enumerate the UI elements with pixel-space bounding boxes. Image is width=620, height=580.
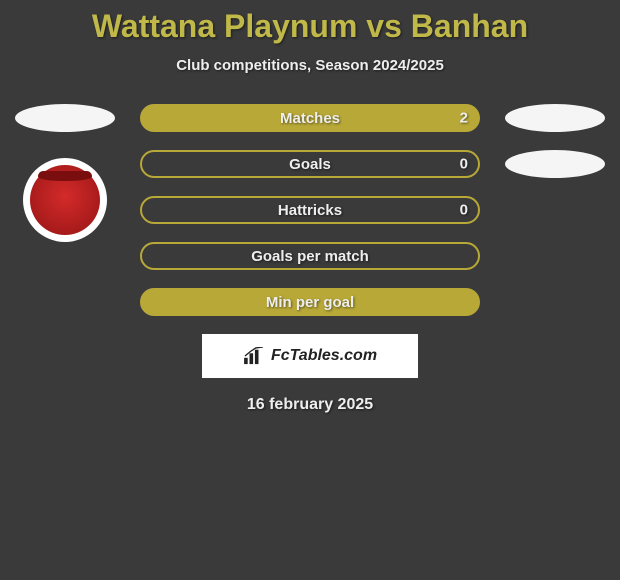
stat-value-right: 0 [460,202,468,219]
stat-row-matches: Matches 2 [140,104,480,132]
left-column [10,104,120,242]
player-photo-placeholder-left [15,104,115,132]
player-photo-placeholder-right-2 [505,150,605,178]
page-title: Wattana Playnum vs Banhan [0,0,620,45]
stat-row-hattricks: Hattricks 0 [140,196,480,224]
stat-label: Goals per match [251,248,369,265]
date-label: 16 february 2025 [0,396,620,414]
club-badge-left [23,158,107,242]
club-badge-inner-left [30,165,100,235]
bar-chart-icon [243,347,265,365]
stat-label: Min per goal [266,294,354,311]
footer-attribution[interactable]: FcTables.com [202,334,418,378]
stat-label: Goals [289,156,331,173]
stat-label: Hattricks [278,202,342,219]
stats-list: Matches 2 Goals 0 Hattricks 0 Goals per … [140,104,480,316]
page-subtitle: Club competitions, Season 2024/2025 [0,57,620,74]
stat-value-right: 2 [460,110,468,127]
stat-value-right: 0 [460,156,468,173]
stat-row-goals-per-match: Goals per match [140,242,480,270]
player-photo-placeholder-right-1 [505,104,605,132]
content-area: Matches 2 Goals 0 Hattricks 0 Goals per … [0,104,620,414]
stat-row-min-per-goal: Min per goal [140,288,480,316]
stat-label: Matches [280,110,340,127]
footer-text: FcTables.com [271,347,377,365]
stat-row-goals: Goals 0 [140,150,480,178]
right-column [500,104,610,196]
